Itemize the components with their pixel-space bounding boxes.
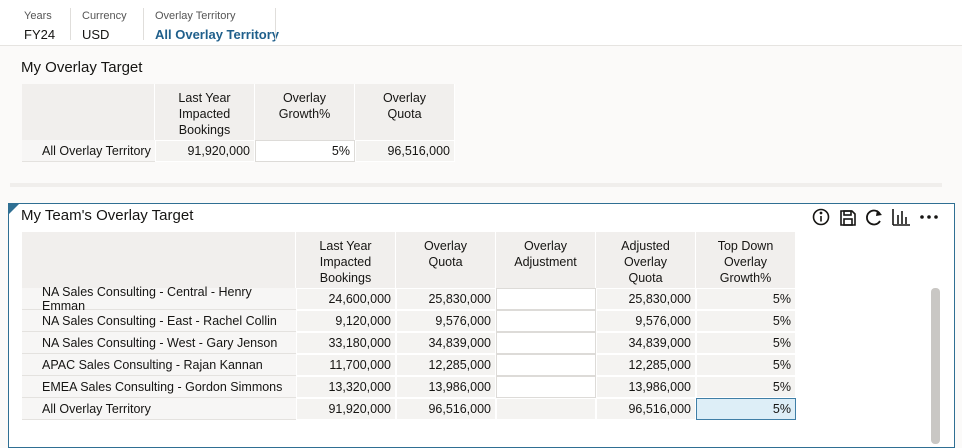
chart-icon[interactable] — [892, 209, 910, 226]
input-cell[interactable] — [496, 376, 596, 398]
column-header: Last Year Impacted Bookings — [155, 84, 255, 140]
divider — [10, 183, 942, 187]
more-icon[interactable] — [920, 215, 938, 219]
column-header: Last Year Impacted Bookings — [296, 232, 396, 288]
data-cell: 12,285,000 — [396, 354, 496, 376]
data-cell: 91,920,000 — [296, 398, 396, 420]
pov-label: Currency — [82, 10, 127, 22]
row-label: NA Sales Consulting - West - Gary Jenson — [22, 332, 296, 354]
corner-cell — [22, 232, 296, 288]
row-label: NA Sales Consulting - Central - Henry Em… — [22, 285, 296, 313]
data-cell: 24,600,000 — [296, 288, 396, 310]
data-cell: 9,120,000 — [296, 310, 396, 332]
data-cell: 9,576,000 — [396, 310, 496, 332]
column-header: Overlay Growth% — [255, 84, 355, 140]
data-cell: 13,986,000 — [396, 376, 496, 398]
row-label: APAC Sales Consulting - Rajan Kannan — [22, 354, 296, 376]
pov-label: Years — [24, 10, 52, 22]
data-cell: 13,986,000 — [596, 376, 696, 398]
data-cell: 96,516,000 — [355, 140, 455, 162]
data-cell: 11,700,000 — [296, 354, 396, 376]
column-header: Adjusted Overlay Quota — [596, 232, 696, 288]
data-cell: 5% — [696, 376, 796, 398]
data-cell: 34,839,000 — [596, 332, 696, 354]
pov-bar — [0, 0, 962, 46]
pov-separator — [275, 8, 276, 40]
scrollbar[interactable] — [931, 288, 940, 444]
pov-separator — [143, 8, 144, 40]
row-label: All Overlay Territory — [22, 398, 296, 420]
data-cell: 34,839,000 — [396, 332, 496, 354]
data-cell: 13,320,000 — [296, 376, 396, 398]
data-cell: 12,285,000 — [596, 354, 696, 376]
refresh-icon[interactable] — [866, 209, 882, 226]
row-label: EMEA Sales Consulting - Gordon Simmons — [22, 376, 296, 398]
data-cell[interactable]: 5% — [696, 398, 796, 420]
row-label: All Overlay Territory — [22, 140, 155, 162]
column-header: Overlay Quota — [396, 232, 496, 288]
pov-value[interactable]: FY24 — [24, 27, 56, 42]
input-cell[interactable] — [496, 332, 596, 354]
column-header: Top Down Overlay Growth% — [696, 232, 796, 288]
input-cell[interactable] — [496, 288, 596, 310]
data-cell: 25,830,000 — [596, 288, 696, 310]
toolbar — [812, 208, 938, 226]
data-cell: 9,576,000 — [596, 310, 696, 332]
pov-separator — [70, 8, 71, 40]
data-cell: 5% — [696, 332, 796, 354]
data-cell: 5% — [696, 310, 796, 332]
info-icon[interactable] — [812, 208, 830, 226]
column-header: Overlay Quota — [355, 84, 455, 140]
data-cell: 5% — [696, 354, 796, 376]
input-cell — [496, 398, 596, 420]
input-cell[interactable] — [496, 310, 596, 332]
data-cell[interactable]: 5% — [255, 140, 355, 162]
data-cell: 33,180,000 — [296, 332, 396, 354]
pov-label: Overlay Territory — [155, 10, 236, 22]
row-label: NA Sales Consulting - East - Rachel Coll… — [22, 310, 296, 332]
data-cell: 96,516,000 — [596, 398, 696, 420]
data-cell: 25,830,000 — [396, 288, 496, 310]
section-title: My Overlay Target — [21, 59, 143, 76]
column-header: Overlay Adjustment — [496, 232, 596, 288]
panel-corner — [8, 203, 20, 215]
corner-cell — [22, 84, 155, 140]
data-cell: 5% — [696, 288, 796, 310]
pov-value[interactable]: USD — [82, 27, 110, 42]
section-title: My Team's Overlay Target — [21, 207, 194, 224]
data-cell: 96,516,000 — [396, 398, 496, 420]
data-cell: 91,920,000 — [155, 140, 255, 162]
save-icon[interactable] — [840, 210, 856, 226]
input-cell[interactable] — [496, 354, 596, 376]
pov-value[interactable]: All Overlay Territory — [155, 27, 280, 42]
